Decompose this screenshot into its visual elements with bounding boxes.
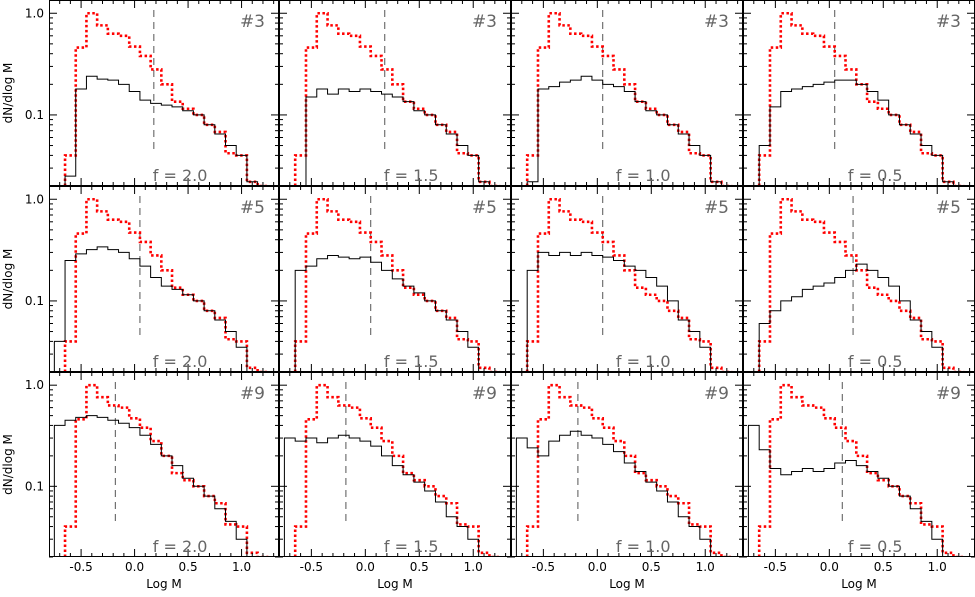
panel-label: #9 (936, 384, 961, 404)
reference-series-line (293, 197, 501, 372)
f-label: f = 2.0 (153, 537, 208, 556)
reference-series-line (293, 11, 501, 186)
model-series-line (526, 251, 712, 372)
panel-label: #5 (936, 198, 961, 218)
panel-label: #9 (472, 384, 497, 404)
f-label: f = 2.0 (153, 352, 208, 371)
model-series-line (64, 75, 259, 186)
reference-series-line (757, 197, 965, 372)
panel-label: #5 (704, 198, 729, 218)
panel-label: #5 (472, 198, 497, 218)
model-series-line (758, 79, 954, 186)
y-tick-label: 0.1 (25, 108, 44, 122)
f-label: f = 1.5 (384, 352, 439, 371)
panel-frame (49, 186, 279, 372)
model-series-line (283, 434, 480, 557)
panel-r1-c0: #5 f = 2.0 0.1 1.0 dN/dlog M (1, 186, 279, 373)
panel-label: #3 (240, 12, 265, 32)
panel-frame (279, 372, 511, 557)
panel-frame (49, 0, 279, 186)
y-tick-label: 1.0 (25, 378, 44, 392)
y-tick-label: 0.1 (25, 479, 44, 493)
x-tick-label: -0.5 (69, 560, 92, 574)
x-tick-label: 1.0 (928, 560, 947, 574)
f-label: f = 1.0 (616, 166, 671, 185)
x-tick-label: 0.5 (642, 560, 661, 574)
panel-r0-c1: #3 f = 1.5 (279, 0, 511, 187)
f-label: f = 2.0 (153, 166, 208, 185)
f-label: f = 0.5 (848, 166, 903, 185)
panel-label: #9 (240, 384, 265, 404)
panel-r0-c0: #3 f = 2.0 0.1 1.0 dN/dlog M (1, 0, 279, 187)
reference-series-line (525, 197, 733, 372)
panel-r0-c2: #3 f = 1.0 (511, 0, 743, 187)
f-label: f = 1.0 (616, 537, 671, 556)
x-tick-label: -0.5 (532, 560, 555, 574)
panel-r1-c3: #5 f = 0.5 (743, 186, 975, 373)
panel-label: #5 (240, 198, 265, 218)
model-series-line (747, 424, 944, 557)
x-tick-label: 0.5 (410, 560, 429, 574)
panel-r2-c1: #9 f = 1.5 -0.5 0.0 0.5 1.0 Log M (279, 372, 511, 591)
x-axis-title: Log M (841, 577, 877, 591)
panel-r2-c0: #9 f = 2.0 0.1 1.0 dN/dlog M -0.5 0.0 0.5 1.0 Log… (1, 372, 279, 591)
x-tick-label: 0.0 (125, 560, 144, 574)
f-label: f = 1.0 (616, 352, 671, 371)
x-tick-label: 0.0 (588, 560, 607, 574)
reference-series-line (757, 11, 965, 186)
panel-frame (511, 0, 743, 186)
y-axis-title: dN/dlog M (1, 249, 15, 310)
x-tick-label: 1.0 (464, 560, 483, 574)
model-series-line (526, 75, 722, 186)
model-series-line (53, 415, 248, 557)
x-tick-label: 0.5 (874, 560, 893, 574)
panel-r0-c3: #3 f = 0.5 (743, 0, 975, 187)
reference-series-line (63, 11, 269, 186)
model-series-line (295, 88, 490, 186)
y-tick-label: 0.1 (25, 294, 44, 308)
panel-frame (279, 0, 511, 186)
reference-series-line (525, 11, 733, 186)
y-tick-label: 1.0 (25, 192, 44, 206)
x-tick-label: -0.5 (764, 560, 787, 574)
panel-frame (511, 372, 743, 557)
panel-label: #9 (704, 384, 729, 404)
f-label: f = 1.5 (384, 537, 439, 556)
y-axis-title: dN/dlog M (1, 434, 15, 495)
y-axis-title: dN/dlog M (1, 63, 15, 124)
panel-label: #3 (936, 12, 961, 32)
x-tick-label: 0.5 (179, 560, 198, 574)
f-label: f = 0.5 (848, 352, 903, 371)
panel-r1-c2: #5 f = 1.0 (511, 186, 743, 373)
x-tick-label: 0.0 (356, 560, 375, 574)
x-tick-label: 1.0 (696, 560, 715, 574)
panel-label: #3 (704, 12, 729, 32)
panel-r1-c1: #5 f = 1.5 (279, 186, 511, 373)
model-series-line (758, 263, 944, 372)
reference-series-line (525, 383, 733, 557)
f-label: f = 0.5 (848, 537, 903, 556)
panel-r2-c2: #9 f = 1.0 -0.5 0.0 0.5 1.0 Log M (511, 372, 743, 591)
reference-series-line (293, 383, 501, 557)
x-tick-label: 0.0 (820, 560, 839, 574)
model-series-line (53, 246, 248, 372)
model-series-line (294, 254, 480, 372)
reference-series-line (63, 383, 269, 557)
panel-frame (279, 186, 511, 372)
x-axis-title: Log M (609, 577, 645, 591)
panel-label: #3 (472, 12, 497, 32)
reference-series-line (63, 197, 269, 372)
panel-frame (511, 186, 743, 372)
x-tick-label: 1.0 (232, 560, 251, 574)
x-tick-label: -0.5 (300, 560, 323, 574)
panel-frame (49, 372, 279, 557)
x-axis-title: Log M (377, 577, 413, 591)
panel-r2-c3: #9 f = 0.5 -0.5 0.0 0.5 1.0 Log M (743, 372, 975, 591)
x-axis-title: Log M (146, 577, 182, 591)
f-label: f = 1.5 (384, 166, 439, 185)
model-series-line (515, 430, 712, 557)
reference-series-line (757, 383, 965, 557)
y-tick-label: 1.0 (25, 6, 44, 20)
